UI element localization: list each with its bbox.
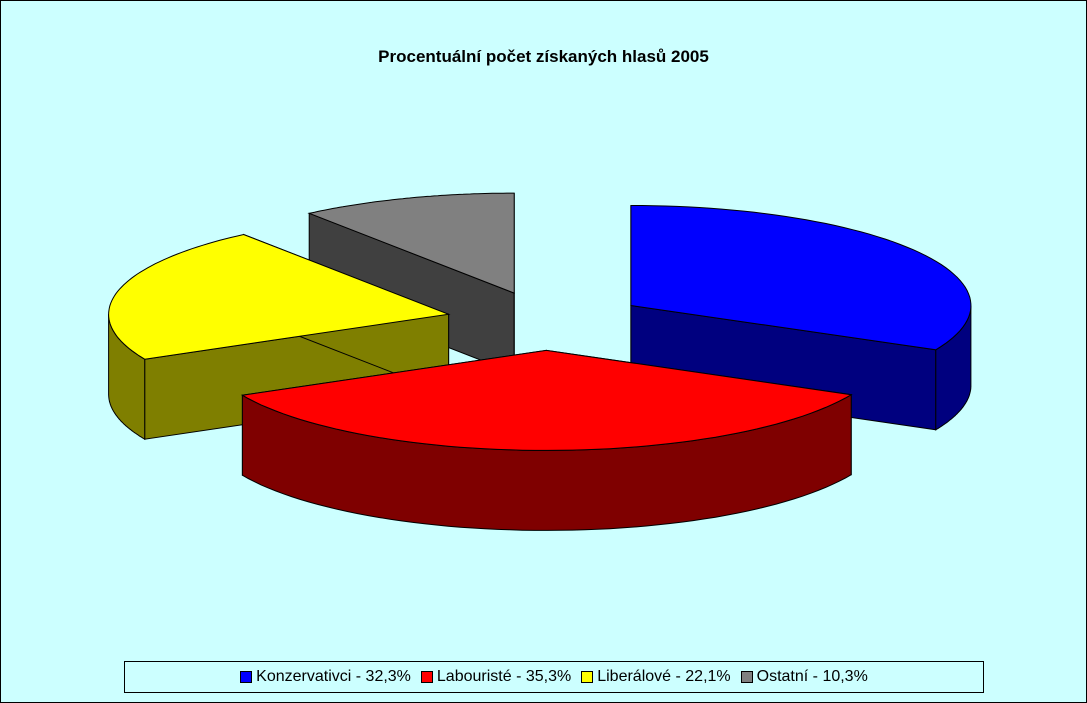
legend-item: Labouristé - 35,3% xyxy=(420,668,572,686)
slice xyxy=(630,205,972,351)
legend-label: Liberálové - 22,1% xyxy=(597,668,731,685)
legend-label: Ostatní - 10,3% xyxy=(756,668,868,685)
chart-title: Procentuální počet získaných hlasů 2005 xyxy=(378,47,709,66)
legend-item: Liberálové - 22,1% xyxy=(581,668,731,686)
legend-swatch xyxy=(420,671,433,683)
slice xyxy=(108,233,451,360)
legend-swatch xyxy=(740,671,753,683)
legend-item: Ostatní - 10,3% xyxy=(740,668,868,686)
legend: Konzervativci - 32,3% Labouristé - 35,3% L… xyxy=(124,661,984,693)
legend-item: Konzervativci - 32,3% xyxy=(240,668,411,686)
legend-label: Konzervativci - 32,3% xyxy=(256,668,411,685)
legend-swatch xyxy=(581,671,594,683)
slice xyxy=(307,192,515,294)
slice xyxy=(240,349,853,451)
legend-swatch xyxy=(240,671,253,683)
legend-label: Labouristé - 35,3% xyxy=(436,668,572,685)
